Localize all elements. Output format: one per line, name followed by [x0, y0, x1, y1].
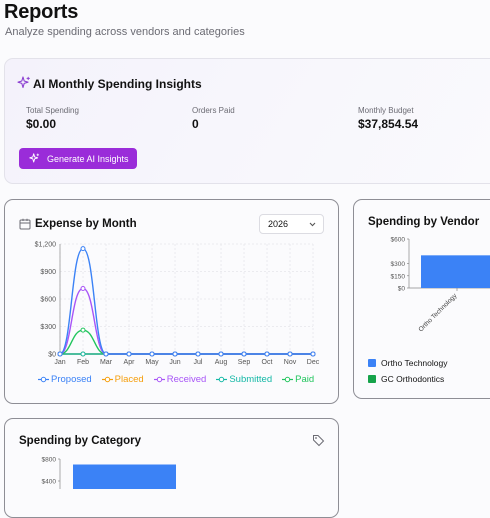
x-tick-label: Jul: [194, 359, 203, 366]
x-tick-label: Nov: [284, 359, 297, 366]
series-line-received: [59, 287, 313, 355]
x-tick-label: Apr: [124, 359, 136, 366]
vendor-legend-label: Ortho Technology: [381, 358, 448, 368]
expense-by-month-chart: $0 $300 $600 $900 $1,200 Jan Feb Mar Apr May Jun Ju…: [35, 242, 320, 367]
generate-ai-insights-button[interactable]: Generate AI Insights: [19, 148, 137, 169]
vendor-legend-item: GC Orthodontics: [368, 374, 444, 384]
spending-by-vendor-title: Spending by Vendor: [368, 216, 480, 228]
x-tick-label: Aug: [215, 359, 228, 366]
page-subtitle: Analyze spending across vendors and cate…: [5, 26, 245, 38]
stat-label-orders-paid: Orders Paid: [192, 106, 235, 115]
x-tick-label: Jan: [54, 359, 65, 366]
expense-by-month-legend: Proposed Placed Received Submitted Paid: [38, 374, 314, 385]
chevron-down-icon: [309, 222, 316, 227]
year-select-value: 2026: [268, 219, 289, 229]
y-tick-label: $600: [391, 237, 406, 244]
spending-by-vendor-chart: $600 $300 $150 $0 Ortho Technology: [391, 237, 490, 333]
sparkles-icon: [29, 153, 40, 163]
y-tick-label: $900: [40, 269, 56, 276]
x-tick-label: Feb: [77, 359, 89, 366]
year-select[interactable]: 2026: [259, 214, 324, 234]
x-tick-label: Mar: [100, 359, 113, 366]
bar-ortho-technology: [421, 255, 490, 288]
y-tick-label: $600: [40, 297, 56, 304]
y-tick-label: $800: [42, 457, 57, 464]
data-point-proposed: [310, 351, 316, 357]
legend-item-placed[interactable]: Placed: [101, 374, 144, 385]
data-point-paid: [80, 327, 86, 333]
legend-label: Received: [166, 374, 207, 385]
x-tick-label: Sep: [238, 359, 251, 366]
sparkles-icon: [17, 76, 30, 89]
legend-swatch: [368, 375, 376, 383]
legend-item-paid[interactable]: Paid: [282, 374, 314, 385]
ai-insights-title: AI Monthly Spending Insights: [33, 77, 202, 91]
y-tick-label: $300: [40, 324, 56, 331]
y-tick-label: $1,200: [35, 242, 57, 249]
y-tick-label: $400: [42, 479, 57, 486]
legend-marker-icon: [38, 376, 49, 383]
bar-category: [73, 464, 176, 489]
data-point-submitted: [80, 351, 86, 357]
legend-marker-icon: [216, 376, 228, 383]
legend-marker-icon: [153, 376, 165, 383]
expense-by-month-title: Expense by Month: [35, 218, 137, 230]
stat-value-orders-paid: 0: [192, 117, 199, 131]
legend-swatch: [368, 359, 376, 367]
spending-by-category-chart: $800 $400: [42, 457, 176, 489]
data-point-received: [80, 285, 86, 291]
legend-label: Paid: [295, 374, 315, 385]
data-point-proposed: [172, 351, 178, 357]
legend-item-proposed[interactable]: Proposed: [38, 374, 92, 385]
legend-item-received[interactable]: Received: [153, 374, 207, 385]
legend-marker-icon: [101, 376, 113, 383]
x-tick-label: Jun: [169, 359, 180, 366]
legend-label: Placed: [114, 374, 144, 385]
x-tick-label: Dec: [307, 359, 320, 366]
data-point-proposed: [218, 351, 224, 357]
data-point-proposed: [241, 351, 247, 357]
y-tick-label: $300: [391, 261, 406, 268]
stat-value-total-spending: $0.00: [26, 117, 57, 131]
legend-marker-icon: [282, 376, 294, 383]
y-tick-label: $0: [398, 286, 406, 293]
data-point-proposed: [126, 351, 132, 357]
x-tick-label: Ortho Technology: [418, 292, 459, 333]
legend-label: Proposed: [51, 374, 92, 385]
y-tick-label: $0: [48, 352, 56, 359]
page-title: Reports: [4, 1, 79, 23]
data-point-proposed: [195, 351, 201, 357]
calendar-icon: [19, 218, 31, 230]
legend-label: Submitted: [229, 374, 273, 385]
vendor-legend-item: Ortho Technology: [368, 358, 447, 368]
data-point-proposed: [57, 351, 63, 357]
data-point-proposed: [80, 246, 86, 252]
spending-by-category-title: Spending by Category: [19, 435, 142, 447]
stat-label-total-spending: Total Spending: [26, 106, 79, 115]
stat-value-monthly-budget: $37,854.54: [358, 117, 419, 131]
y-tick-label: $150: [391, 273, 406, 280]
x-tick-label: Oct: [262, 359, 273, 366]
generate-ai-insights-label: Generate AI Insights: [47, 153, 129, 164]
tag-icon: [313, 435, 325, 447]
data-point-proposed: [149, 351, 155, 357]
x-tick-label: May: [145, 359, 159, 366]
data-point-proposed: [103, 351, 109, 357]
data-point-proposed: [287, 351, 293, 357]
stat-label-monthly-budget: Monthly Budget: [358, 106, 414, 115]
vendor-legend-label: GC Orthodontics: [381, 374, 445, 384]
legend-item-submitted[interactable]: Submitted: [216, 374, 272, 385]
data-point-proposed: [264, 351, 270, 357]
